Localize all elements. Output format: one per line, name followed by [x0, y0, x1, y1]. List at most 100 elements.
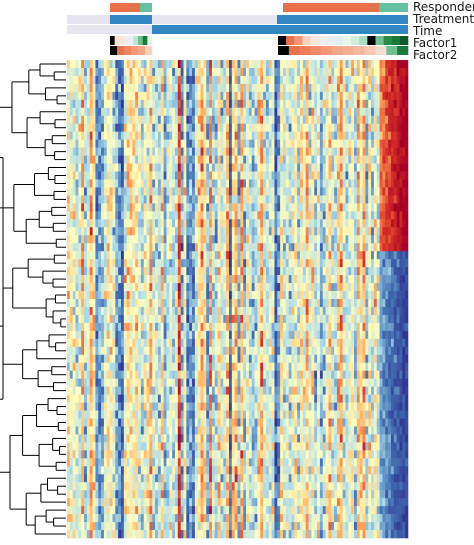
- heatmap-cell: [129, 314, 133, 324]
- heatmap-cell: [251, 179, 255, 188]
- heatmap-cell: [322, 322, 326, 332]
- heatmap-cell: [81, 259, 85, 268]
- heatmap-cell: [382, 171, 386, 180]
- heatmap-cell: [257, 299, 261, 308]
- heatmap-cell: [211, 195, 216, 204]
- heatmap-cell: [300, 219, 304, 228]
- heatmap-cell: [197, 235, 201, 244]
- heatmap-cell: [282, 354, 287, 364]
- heatmap-cell: [280, 147, 284, 156]
- heatmap-cell: [109, 251, 113, 260]
- heatmap-cell: [402, 330, 406, 340]
- heatmap-cell: [186, 67, 190, 77]
- heatmap-cell: [291, 362, 295, 371]
- heatmap-cell: [294, 243, 298, 252]
- heatmap-cell: [322, 147, 326, 156]
- heatmap-cell: [393, 163, 397, 172]
- heatmap-cell: [112, 163, 116, 172]
- heatmap-cell: [81, 243, 85, 252]
- heatmap-cell: [160, 259, 164, 268]
- heatmap-cell: [356, 362, 360, 371]
- heatmap-cell: [376, 235, 380, 244]
- heatmap-cell: [339, 259, 343, 268]
- heatmap-cell: [263, 83, 267, 93]
- heatmap-cell: [146, 99, 150, 109]
- heatmap-cell: [322, 243, 326, 252]
- heatmap-cell: [135, 211, 139, 220]
- heatmap-cell: [95, 171, 99, 180]
- heatmap-cell: [371, 314, 375, 324]
- heatmap-cell: [75, 283, 79, 292]
- heatmap-cell: [331, 195, 335, 204]
- heatmap-cell: [123, 354, 127, 364]
- heatmap-cell: [214, 235, 218, 244]
- heatmap-cell: [274, 227, 278, 236]
- heatmap-cell: [135, 91, 139, 101]
- heatmap-cell: [152, 283, 156, 292]
- heatmap-cell: [322, 306, 326, 316]
- heatmap-cell: [177, 75, 181, 85]
- heatmap-cell: [72, 291, 76, 300]
- heatmap-cell: [126, 60, 130, 69]
- heatmap-cell: [69, 115, 73, 125]
- heatmap-cell: [163, 171, 167, 180]
- heatmap-cell: [365, 107, 369, 117]
- heatmap-cell: [192, 354, 196, 364]
- heatmap-cell: [368, 187, 372, 196]
- heatmap-cell: [328, 227, 332, 236]
- heatmap-cell: [155, 227, 159, 236]
- heatmap-cell: [294, 187, 298, 196]
- heatmap-cell: [354, 330, 358, 340]
- heatmap-cell: [285, 211, 289, 220]
- heatmap-cell: [339, 291, 343, 300]
- heatmap-cell: [81, 370, 85, 379]
- heatmap-cell: [155, 243, 159, 252]
- heatmap-cell: [112, 227, 116, 236]
- heatmap-cell: [89, 259, 93, 268]
- heatmap-cell: [354, 67, 358, 77]
- heatmap-cell: [331, 338, 335, 348]
- heatmap-cell: [98, 299, 102, 308]
- heatmap-cell: [246, 123, 250, 132]
- heatmap-cell: [291, 99, 295, 109]
- heatmap-cell: [354, 227, 358, 236]
- heatmap-cell: [84, 243, 88, 252]
- heatmap-cell: [390, 83, 395, 93]
- heatmap-cell: [92, 123, 96, 132]
- heatmap-cell: [311, 187, 315, 196]
- heatmap-cell: [155, 171, 159, 180]
- heatmap-cell: [155, 115, 159, 125]
- heatmap-cell: [368, 259, 372, 268]
- heatmap-cell: [291, 346, 295, 356]
- heatmap-cell: [75, 187, 79, 196]
- heatmap-cell: [268, 322, 272, 332]
- heatmap-cell: [180, 179, 184, 188]
- heatmap-cell: [109, 243, 113, 252]
- heatmap-cell: [143, 211, 147, 220]
- heatmap-cell: [305, 235, 309, 244]
- heatmap-cell: [220, 362, 224, 371]
- heatmap-cell: [214, 283, 218, 292]
- heatmap-cell: [180, 139, 184, 148]
- heatmap-cell: [109, 99, 113, 109]
- heatmap-cell: [305, 275, 309, 284]
- track-label-responder: Responder: [413, 0, 474, 14]
- heatmap-cell: [282, 155, 287, 164]
- heatmap-cell: [109, 338, 113, 348]
- heatmap-cell: [109, 291, 113, 300]
- heatmap-cell: [308, 99, 312, 109]
- heatmap-cell: [220, 91, 224, 101]
- heatmap-cell: [294, 330, 298, 340]
- heatmap-cell: [246, 275, 250, 284]
- heatmap-cell: [101, 267, 105, 276]
- heatmap-cell: [345, 322, 349, 332]
- heatmap-cell: [237, 195, 241, 204]
- heatmap-cell: [226, 83, 230, 93]
- heatmap-cell: [169, 291, 173, 300]
- heatmap-cell: [356, 91, 360, 101]
- heatmap-cell: [217, 131, 221, 140]
- heatmap-cell: [89, 83, 93, 93]
- heatmap-cell: [92, 139, 96, 148]
- heatmap-cell: [379, 163, 383, 172]
- heatmap-cell: [268, 187, 272, 196]
